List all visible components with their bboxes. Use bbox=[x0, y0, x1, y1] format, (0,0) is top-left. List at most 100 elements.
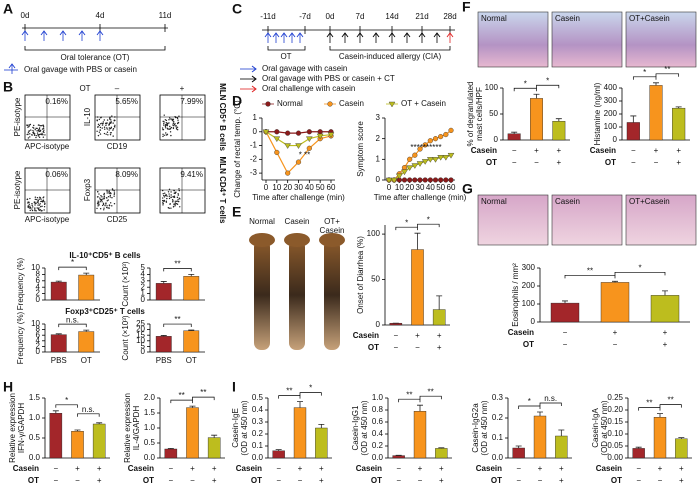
bar bbox=[411, 249, 424, 326]
flow-dot bbox=[113, 195, 115, 197]
significance-label: * bbox=[309, 384, 312, 393]
condition-name: OT bbox=[605, 158, 616, 167]
error-bar bbox=[55, 280, 62, 283]
significance-bracket bbox=[614, 271, 666, 276]
flow-dot bbox=[165, 122, 168, 124]
flow-dot bbox=[168, 195, 171, 197]
flow-dot bbox=[167, 191, 170, 193]
point bbox=[317, 129, 323, 135]
y-axis-label: Casein-IgG1 bbox=[351, 405, 360, 450]
flow-dot bbox=[109, 121, 111, 124]
y-tick-label: 1.5 bbox=[144, 408, 156, 417]
condition-mark: + bbox=[556, 158, 561, 167]
bar bbox=[432, 309, 446, 326]
flow-dot bbox=[40, 200, 42, 203]
flow-dot bbox=[108, 191, 110, 193]
error-bar bbox=[52, 410, 59, 414]
image-label: Casein bbox=[320, 226, 345, 235]
bar bbox=[600, 282, 630, 323]
point bbox=[437, 155, 445, 161]
significance-bracket bbox=[513, 87, 537, 92]
population-label: MLN CD4⁺ T cells bbox=[218, 157, 227, 224]
error-bar bbox=[555, 118, 562, 122]
flow-dot bbox=[29, 207, 31, 210]
flow-dot bbox=[165, 124, 167, 127]
flow-dot bbox=[176, 126, 179, 128]
flow-dot bbox=[107, 207, 109, 209]
y-axis-label: (OD at 450 nm) bbox=[480, 400, 489, 455]
significance-label: * bbox=[638, 263, 641, 272]
flow-dot bbox=[27, 201, 29, 203]
flow-dot bbox=[111, 115, 113, 117]
flow-dot bbox=[169, 128, 171, 130]
y-axis-label: Relative expression bbox=[8, 393, 17, 463]
colon-photo bbox=[254, 240, 270, 350]
bar bbox=[293, 407, 307, 459]
flow-dot bbox=[170, 207, 172, 209]
x-tick-label: 0 bbox=[387, 183, 392, 192]
y-tick-label: 50 bbox=[371, 275, 380, 284]
point bbox=[438, 177, 444, 183]
y-axis-label: Eosinophils / mm² bbox=[511, 263, 520, 327]
condition-mark: − bbox=[276, 464, 281, 473]
flow-dot bbox=[177, 193, 179, 195]
flow-dot bbox=[168, 193, 170, 195]
flow-dot bbox=[178, 115, 180, 117]
condition-mark: + bbox=[663, 328, 668, 337]
axis-label: CD25 bbox=[107, 215, 128, 224]
flow-dot bbox=[113, 120, 115, 122]
flow-dot bbox=[29, 209, 31, 212]
flow-dot bbox=[110, 126, 113, 129]
flow-dot bbox=[34, 128, 36, 131]
condition-mark: + bbox=[298, 464, 303, 473]
flow-dot bbox=[41, 210, 43, 212]
significance-bracket bbox=[655, 73, 680, 77]
significance-label: * bbox=[71, 258, 74, 267]
point bbox=[306, 129, 312, 135]
flow-dot bbox=[114, 126, 116, 128]
condition-mark: − bbox=[393, 343, 398, 352]
colon-photo bbox=[324, 240, 340, 350]
flow-dot bbox=[31, 202, 33, 205]
flow-dot bbox=[105, 133, 107, 135]
flow-dot bbox=[103, 192, 105, 195]
flow-dot bbox=[27, 131, 30, 134]
significance-label: ** bbox=[174, 315, 180, 324]
y-tick-label: 2 bbox=[36, 289, 41, 298]
arrow-head bbox=[96, 30, 104, 36]
legend-text: Oral gavage with PBS or casein + CT bbox=[262, 74, 395, 83]
flow-dot bbox=[97, 205, 99, 207]
significance-label: ** bbox=[664, 65, 670, 74]
flow-dot bbox=[176, 196, 179, 199]
flow-dot bbox=[107, 199, 110, 201]
arrow-head bbox=[78, 30, 86, 36]
condition-mark: + bbox=[190, 464, 195, 473]
flow-dot bbox=[176, 128, 179, 131]
condition-mark: + bbox=[212, 464, 217, 473]
flow-dot bbox=[178, 189, 180, 192]
condition-mark: + bbox=[676, 158, 681, 167]
point bbox=[432, 157, 439, 163]
condition-mark: + bbox=[613, 328, 618, 337]
flow-header: + bbox=[180, 84, 185, 93]
condition-mark: − bbox=[190, 476, 195, 485]
legend-marker bbox=[388, 101, 396, 108]
y-tick-label: 15 bbox=[136, 330, 145, 339]
flow-dot bbox=[97, 123, 100, 126]
flow-dot bbox=[106, 128, 108, 130]
arrow-head bbox=[403, 32, 411, 38]
significance-bracket bbox=[299, 392, 322, 396]
condition-mark: + bbox=[534, 146, 539, 155]
flow-dot bbox=[101, 196, 103, 198]
flow-dot bbox=[174, 123, 176, 125]
y-axis-label: Symptom score bbox=[356, 121, 365, 177]
y-tick-label: 1 bbox=[253, 113, 258, 122]
image-label: Casein bbox=[285, 217, 310, 226]
flow-dot bbox=[166, 195, 168, 197]
flow-dot bbox=[110, 192, 112, 195]
legend-text: Oral challenge with casein bbox=[262, 84, 355, 93]
bracket bbox=[267, 46, 306, 51]
arrow-head bbox=[280, 32, 288, 38]
annotation: ********** bbox=[410, 143, 441, 152]
y-tick-label: 10 bbox=[136, 336, 145, 345]
